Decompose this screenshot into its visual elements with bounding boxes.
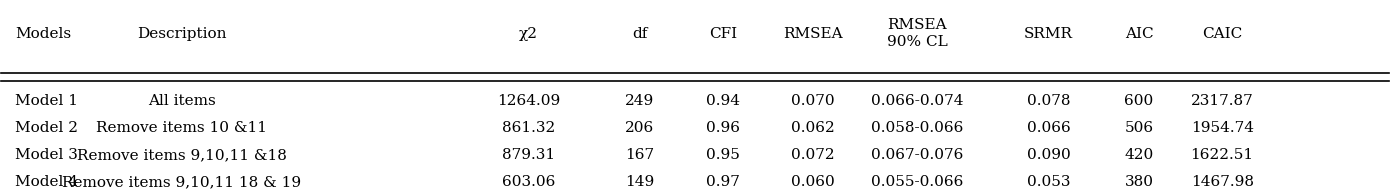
Text: All items: All items (147, 94, 215, 108)
Text: Description: Description (138, 27, 227, 41)
Text: 0.060: 0.060 (791, 175, 835, 189)
Text: 600: 600 (1125, 94, 1154, 108)
Text: 0.96: 0.96 (706, 121, 739, 135)
Text: 879.31: 879.31 (502, 148, 555, 162)
Text: AIC: AIC (1125, 27, 1154, 41)
Text: df: df (632, 27, 648, 41)
Text: SRMR: SRMR (1024, 27, 1073, 41)
Text: Models: Models (15, 27, 71, 41)
Text: Model 4: Model 4 (15, 175, 78, 189)
Text: 1954.74: 1954.74 (1191, 121, 1254, 135)
Text: 0.055-0.066: 0.055-0.066 (870, 175, 963, 189)
Text: 1264.09: 1264.09 (496, 94, 560, 108)
Text: Remove items 9,10,11 18 & 19: Remove items 9,10,11 18 & 19 (63, 175, 302, 189)
Text: 0.067-0.076: 0.067-0.076 (870, 148, 963, 162)
Text: 1467.98: 1467.98 (1191, 175, 1254, 189)
Text: 149: 149 (626, 175, 655, 189)
Text: Model 3: Model 3 (15, 148, 78, 162)
Text: RMSEA: RMSEA (783, 27, 842, 41)
Text: 249: 249 (626, 94, 655, 108)
Text: 0.078: 0.078 (1027, 94, 1070, 108)
Text: CFI: CFI (709, 27, 737, 41)
Text: 0.070: 0.070 (791, 94, 835, 108)
Text: 1622.51: 1622.51 (1191, 148, 1254, 162)
Text: 0.072: 0.072 (791, 148, 835, 162)
Text: 0.066-0.074: 0.066-0.074 (870, 94, 963, 108)
Text: 861.32: 861.32 (502, 121, 555, 135)
Text: 167: 167 (626, 148, 655, 162)
Text: 2317.87: 2317.87 (1191, 94, 1254, 108)
Text: 206: 206 (626, 121, 655, 135)
Text: CAIC: CAIC (1202, 27, 1243, 41)
Text: 0.090: 0.090 (1027, 148, 1070, 162)
Text: 0.053: 0.053 (1027, 175, 1070, 189)
Text: Model 2: Model 2 (15, 121, 78, 135)
Text: 603.06: 603.06 (502, 175, 555, 189)
Text: 380: 380 (1125, 175, 1154, 189)
Text: Model 1: Model 1 (15, 94, 78, 108)
Text: Remove items 9,10,11 &18: Remove items 9,10,11 &18 (76, 148, 286, 162)
Text: 0.058-0.066: 0.058-0.066 (870, 121, 963, 135)
Text: 0.94: 0.94 (706, 94, 739, 108)
Text: χ2: χ2 (518, 27, 538, 41)
Text: 0.97: 0.97 (706, 175, 739, 189)
Text: Remove items 10 &11: Remove items 10 &11 (96, 121, 267, 135)
Text: 420: 420 (1125, 148, 1154, 162)
Text: RMSEA
90% CL: RMSEA 90% CL (887, 18, 948, 49)
Text: 0.95: 0.95 (706, 148, 739, 162)
Text: 0.062: 0.062 (791, 121, 835, 135)
Text: 506: 506 (1125, 121, 1154, 135)
Text: 0.066: 0.066 (1027, 121, 1070, 135)
